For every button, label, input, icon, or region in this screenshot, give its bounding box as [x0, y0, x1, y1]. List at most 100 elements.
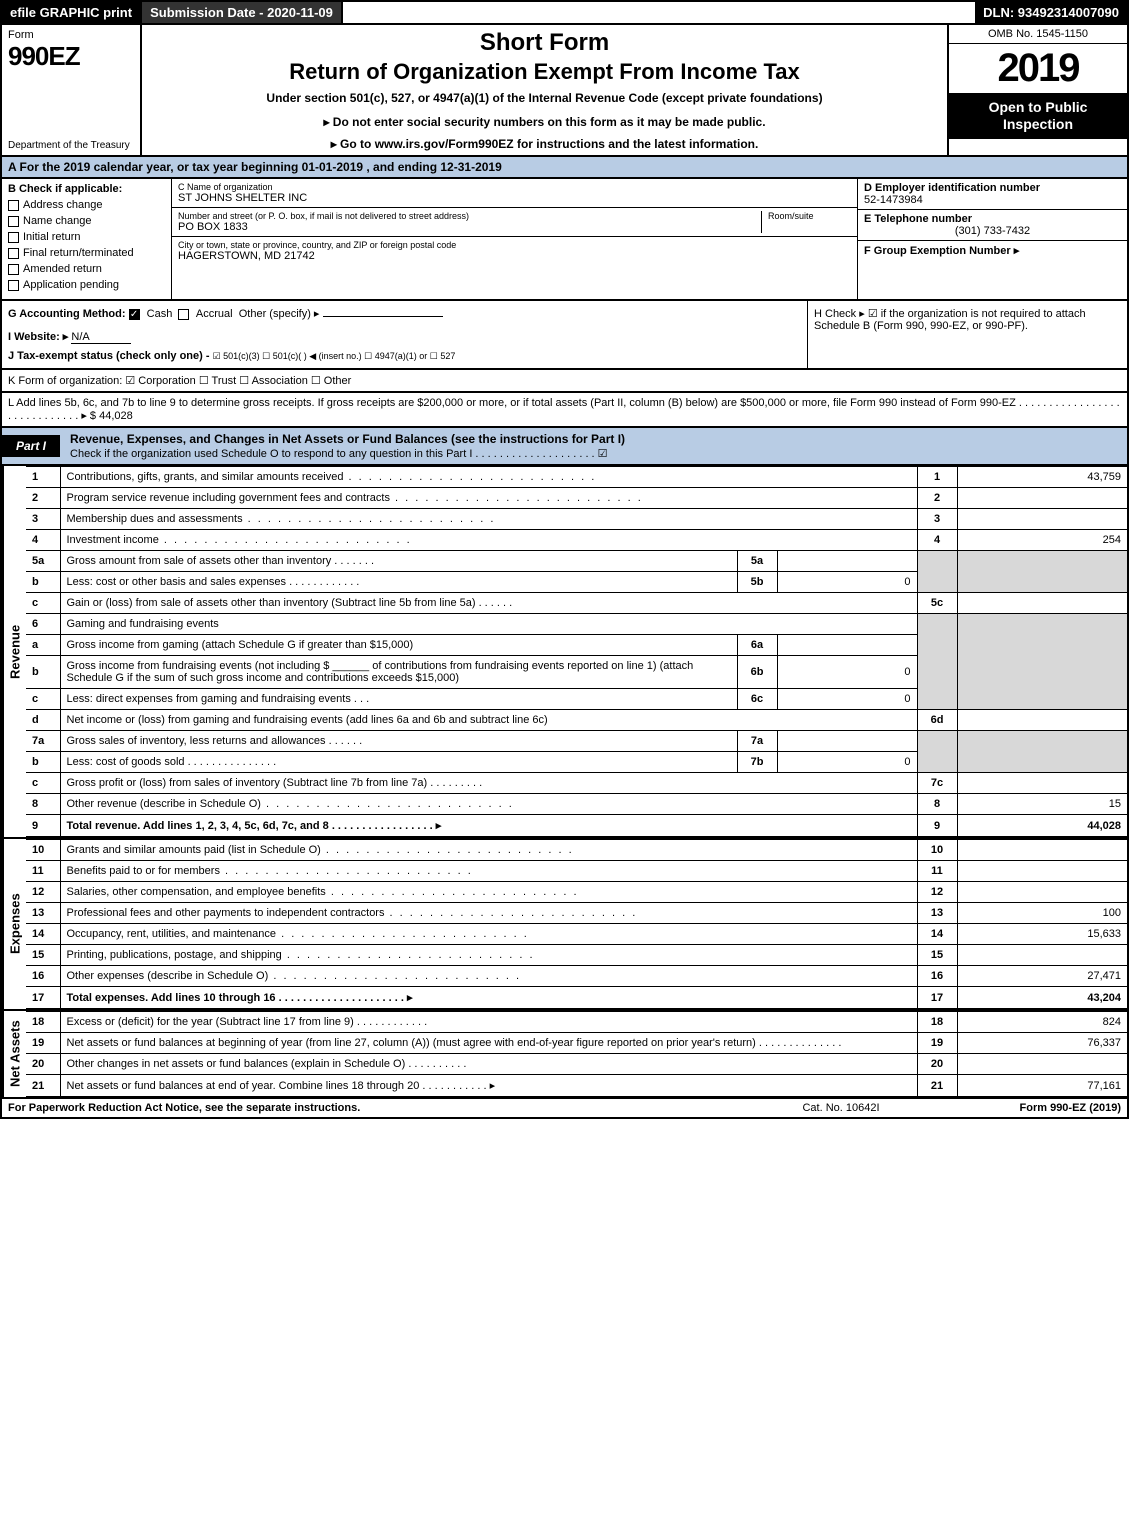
line-18: 18Excess or (deficit) for the year (Subt… — [26, 1012, 1127, 1033]
open-public-inspection: Open to Public Inspection — [949, 93, 1127, 139]
subtitle: Under section 501(c), 527, or 4947(a)(1)… — [152, 91, 937, 105]
line-5c: cGain or (loss) from sale of assets othe… — [26, 593, 1127, 614]
ghij-left: G Accounting Method: ✓ Cash Accrual Othe… — [2, 301, 807, 368]
city-label: City or town, state or province, country… — [178, 240, 851, 250]
line-15: 15Printing, publications, postage, and s… — [26, 945, 1127, 966]
amt — [957, 1054, 1127, 1075]
amt — [957, 593, 1127, 614]
column-def: D Employer identification number 52-1473… — [857, 179, 1127, 299]
revenue-table: 1Contributions, gifts, grants, and simil… — [26, 466, 1127, 837]
amt: 15 — [957, 794, 1127, 815]
chk-final-return[interactable]: Final return/terminated — [8, 247, 165, 259]
ln: 12 — [26, 882, 60, 903]
amt: 824 — [957, 1012, 1127, 1033]
ln: b — [26, 656, 60, 689]
top-bar: efile GRAPHIC print Submission Date - 20… — [0, 0, 1129, 25]
mv: 0 — [777, 752, 917, 773]
line-17: 17Total expenses. Add lines 10 through 1… — [26, 987, 1127, 1009]
ln: 17 — [26, 987, 60, 1009]
ld: Gross amount from sale of assets other t… — [67, 555, 332, 567]
chk-initial-return[interactable]: Initial return — [8, 231, 165, 243]
ld: Grants and similar amounts paid (list in… — [67, 844, 321, 856]
ld: Other expenses (describe in Schedule O) — [67, 970, 269, 982]
chk-cash[interactable]: ✓ — [129, 309, 140, 320]
line-13: 13Professional fees and other payments t… — [26, 903, 1127, 924]
main-title: Return of Organization Exempt From Incom… — [152, 59, 937, 85]
org-name-label: C Name of organization — [178, 182, 851, 192]
efile-print-button[interactable]: efile GRAPHIC print — [2, 2, 142, 23]
rn: 6d — [917, 710, 957, 731]
rn: 1 — [917, 467, 957, 488]
omb-number: OMB No. 1545-1150 — [949, 25, 1127, 44]
ld: Program service revenue including govern… — [67, 492, 390, 504]
dln-label: DLN: 93492314007090 — [975, 2, 1127, 23]
goto-link[interactable]: ▸ Go to www.irs.gov/Form990EZ for instru… — [152, 137, 937, 151]
rn: 11 — [917, 861, 957, 882]
amt — [957, 882, 1127, 903]
mv: 0 — [777, 689, 917, 710]
ml: 6a — [737, 635, 777, 656]
spacer — [343, 2, 975, 23]
chk-label: Address change — [23, 199, 103, 211]
rn: 8 — [917, 794, 957, 815]
amt — [957, 945, 1127, 966]
amt: 77,161 — [957, 1075, 1127, 1097]
part-i-title: Revenue, Expenses, and Changes in Net As… — [70, 432, 625, 446]
amt — [957, 488, 1127, 509]
h-text: H Check ▸ ☑ if the organization is not r… — [814, 308, 1086, 332]
row-ghij: G Accounting Method: ✓ Cash Accrual Othe… — [0, 301, 1129, 370]
amt — [957, 840, 1127, 861]
g-label: G Accounting Method: — [8, 308, 126, 320]
line-19: 19Net assets or fund balances at beginni… — [26, 1033, 1127, 1054]
line-14: 14Occupancy, rent, utilities, and mainte… — [26, 924, 1127, 945]
other-specify-input[interactable] — [323, 316, 443, 317]
expenses-table: 10Grants and similar amounts paid (list … — [26, 839, 1127, 1009]
rn: 13 — [917, 903, 957, 924]
cash-label: Cash — [147, 308, 173, 320]
rn: 2 — [917, 488, 957, 509]
ln: a — [26, 635, 60, 656]
chk-application-pending[interactable]: Application pending — [8, 279, 165, 291]
rn: 5c — [917, 593, 957, 614]
chk-accrual[interactable] — [178, 309, 189, 320]
ld: Gaming and fundraising events — [60, 614, 917, 635]
col-b-title: B Check if applicable: — [8, 183, 165, 195]
revenue-side-label: Revenue — [2, 466, 26, 837]
line-20: 20Other changes in net assets or fund ba… — [26, 1054, 1127, 1075]
header-left: Form 990EZ Department of the Treasury — [2, 25, 142, 155]
rn: 4 — [917, 530, 957, 551]
ml: 5b — [737, 572, 777, 593]
org-name: ST JOHNS SHELTER INC — [178, 192, 851, 204]
dept-treasury: Department of the Treasury — [8, 140, 130, 151]
ml: 6c — [737, 689, 777, 710]
room-label: Room/suite — [768, 211, 851, 221]
ln: 15 — [26, 945, 60, 966]
chk-address-change[interactable]: Address change — [8, 199, 165, 211]
expenses-section: Expenses 10Grants and similar amounts pa… — [0, 839, 1129, 1011]
ld: Gross income from gaming (attach Schedul… — [60, 635, 737, 656]
chk-name-change[interactable]: Name change — [8, 215, 165, 227]
line-2: 2 Program service revenue including gover… — [26, 488, 1127, 509]
ln: 13 — [26, 903, 60, 924]
org-name-row: C Name of organization ST JOHNS SHELTER … — [172, 179, 857, 208]
line-7a: 7aGross sales of inventory, less returns… — [26, 731, 1127, 752]
amt: 43,204 — [957, 987, 1127, 1009]
row-h: H Check ▸ ☑ if the organization is not r… — [807, 301, 1127, 368]
chk-amended-return[interactable]: Amended return — [8, 263, 165, 275]
amt — [957, 773, 1127, 794]
j-options: ☑ 501(c)(3) ☐ 501(c)( ) ◀ (insert no.) ☐… — [213, 351, 456, 361]
ld: Total revenue. Add lines 1, 2, 3, 4, 5c,… — [67, 820, 329, 832]
header-center: Short Form Return of Organization Exempt… — [142, 25, 947, 155]
part-i-header: Part I Revenue, Expenses, and Changes in… — [0, 428, 1129, 466]
rn: 7c — [917, 773, 957, 794]
line-11: 11Benefits paid to or for members11 — [26, 861, 1127, 882]
line-5a: 5aGross amount from sale of assets other… — [26, 551, 1127, 572]
line-10: 10Grants and similar amounts paid (list … — [26, 840, 1127, 861]
ln: 7a — [26, 731, 60, 752]
ld: Less: cost of goods sold — [67, 756, 185, 768]
ln: 11 — [26, 861, 60, 882]
rn: 12 — [917, 882, 957, 903]
accrual-label: Accrual — [196, 308, 233, 320]
expenses-side-label: Expenses — [2, 839, 26, 1009]
footer-left: For Paperwork Reduction Act Notice, see … — [8, 1102, 741, 1114]
